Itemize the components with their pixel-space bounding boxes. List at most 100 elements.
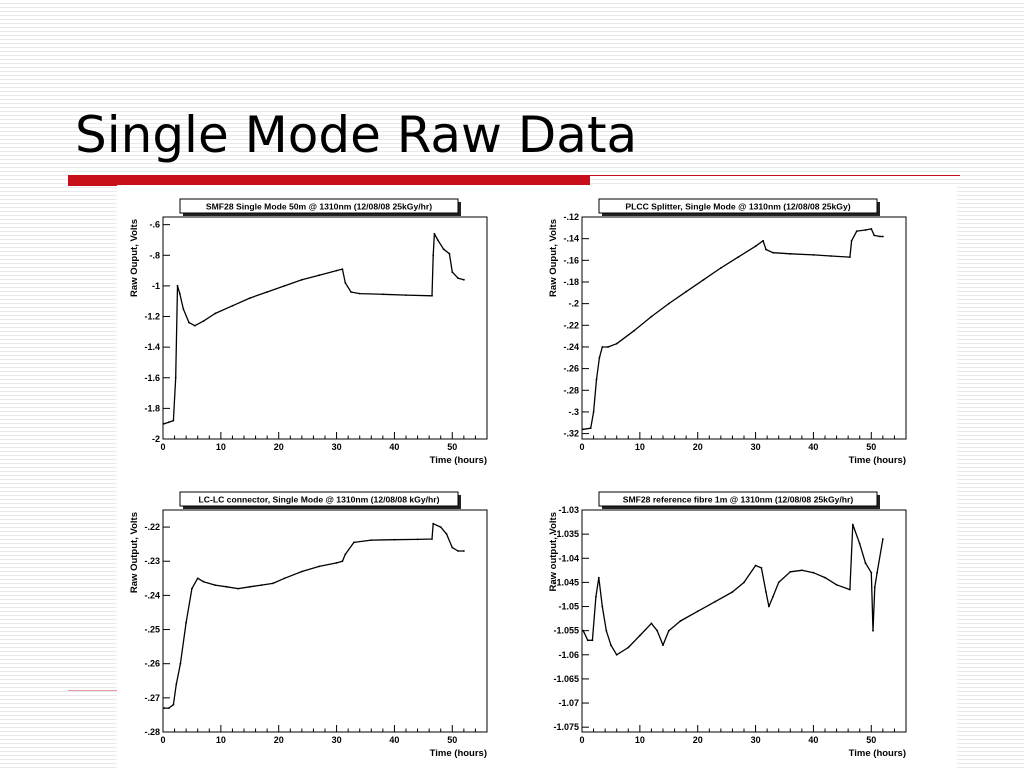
data-point bbox=[685, 290, 687, 293]
data-point bbox=[768, 605, 770, 608]
x-tick-label: 40 bbox=[389, 442, 399, 452]
y-tick-label: -1.035 bbox=[553, 529, 579, 539]
plot-frame bbox=[581, 509, 907, 733]
data-point bbox=[777, 581, 780, 584]
y-tick-label: -1.6 bbox=[144, 373, 160, 383]
y-tick-label: -.26 bbox=[563, 364, 579, 374]
data-point bbox=[318, 274, 321, 277]
x-tick-label: 30 bbox=[332, 442, 342, 452]
title-box bbox=[598, 198, 878, 214]
x-tick-label: 30 bbox=[751, 442, 761, 452]
data-point bbox=[589, 427, 592, 430]
y-tick-label: -1.07 bbox=[558, 698, 579, 708]
data-point bbox=[812, 254, 815, 256]
data-point bbox=[436, 239, 439, 241]
data-point bbox=[393, 538, 396, 541]
y-tick-label: -.28 bbox=[144, 727, 160, 737]
data-point bbox=[601, 346, 604, 348]
y-tick-label: -.8 bbox=[149, 250, 160, 260]
data-point bbox=[605, 629, 608, 632]
y-tick-label: -.14 bbox=[563, 234, 579, 244]
data-point bbox=[301, 278, 303, 281]
data-point bbox=[864, 229, 867, 231]
chart-plcc-splitter: 0 10 20 30 40 50 -.32 -.3 -.28 -.26 -.24 -.22 -.2 -.1… bbox=[548, 198, 907, 466]
data-point bbox=[451, 546, 454, 549]
x-tick-label: 0 bbox=[579, 442, 584, 452]
y-tick-label: -1.8 bbox=[144, 403, 160, 413]
data-point bbox=[597, 576, 600, 579]
data-point bbox=[872, 629, 874, 632]
data-point bbox=[873, 234, 876, 237]
data-point bbox=[172, 703, 175, 706]
data-point bbox=[607, 346, 609, 348]
data-point bbox=[432, 254, 435, 257]
data-point bbox=[879, 235, 881, 238]
x-tick-label: 30 bbox=[751, 735, 761, 745]
data-point bbox=[598, 356, 601, 359]
data-point bbox=[851, 523, 854, 526]
data-point bbox=[858, 542, 861, 545]
data-point bbox=[202, 580, 205, 583]
x-tick-label: 0 bbox=[160, 735, 165, 745]
data-point bbox=[615, 653, 618, 656]
data-point bbox=[650, 315, 653, 318]
x-tick-label: 0 bbox=[160, 442, 165, 452]
y-tick-label: -.24 bbox=[563, 342, 579, 352]
x-tick-label: 40 bbox=[808, 735, 818, 745]
data-point bbox=[610, 644, 612, 646]
title-box bbox=[598, 491, 878, 507]
data-point bbox=[248, 585, 251, 588]
x-tick-label: 50 bbox=[447, 442, 457, 452]
plot-frame bbox=[581, 216, 907, 440]
data-point bbox=[702, 278, 705, 281]
y-axis-label: Raw Output, Volts bbox=[129, 512, 140, 593]
decorative-rule bbox=[68, 690, 118, 691]
y-tick-label: -1.4 bbox=[144, 342, 160, 352]
data-point bbox=[789, 252, 792, 255]
data-point bbox=[760, 567, 763, 569]
y-tick-label: -2 bbox=[152, 434, 160, 444]
data-point bbox=[182, 308, 185, 310]
data-point bbox=[457, 550, 459, 552]
data-series-line bbox=[164, 523, 464, 709]
data-point bbox=[737, 256, 740, 258]
y-tick-label: -1.05 bbox=[558, 602, 579, 612]
data-point bbox=[318, 565, 321, 568]
data-point bbox=[175, 683, 178, 686]
data-point bbox=[591, 639, 594, 642]
y-tick-label: -.2 bbox=[568, 299, 579, 309]
data-point bbox=[237, 587, 240, 590]
data-point bbox=[344, 553, 347, 556]
y-axis-label: Raw output, Volts bbox=[548, 512, 559, 592]
data-point bbox=[824, 576, 826, 579]
data-point bbox=[431, 294, 433, 297]
data-point bbox=[442, 248, 445, 251]
data-point bbox=[167, 707, 170, 709]
data-point bbox=[174, 376, 177, 379]
data-point bbox=[248, 297, 251, 299]
y-tick-label: -1.075 bbox=[553, 722, 579, 732]
data-point bbox=[433, 232, 436, 235]
data-point bbox=[301, 570, 303, 573]
data-point bbox=[696, 610, 699, 613]
data-point bbox=[463, 550, 465, 552]
data-point bbox=[283, 285, 286, 287]
data-point bbox=[667, 629, 670, 632]
chart-title: SMF28 Single Mode 50m @ 1310nm (12/08/08… bbox=[206, 202, 432, 212]
data-point bbox=[231, 304, 234, 307]
y-tick-label: -.32 bbox=[563, 429, 579, 439]
data-point bbox=[341, 268, 344, 270]
data-point bbox=[185, 621, 187, 624]
data-point bbox=[870, 228, 873, 230]
data-point bbox=[432, 522, 435, 525]
data-point bbox=[714, 600, 716, 603]
data-point bbox=[876, 571, 878, 574]
data-point bbox=[595, 596, 597, 598]
data-point bbox=[353, 541, 355, 544]
y-tick-label: -1.06 bbox=[558, 650, 579, 660]
data-point bbox=[214, 584, 216, 586]
data-point bbox=[650, 622, 653, 625]
data-point bbox=[772, 596, 774, 598]
y-tick-label: -.6 bbox=[149, 220, 160, 230]
data-point bbox=[849, 256, 851, 258]
